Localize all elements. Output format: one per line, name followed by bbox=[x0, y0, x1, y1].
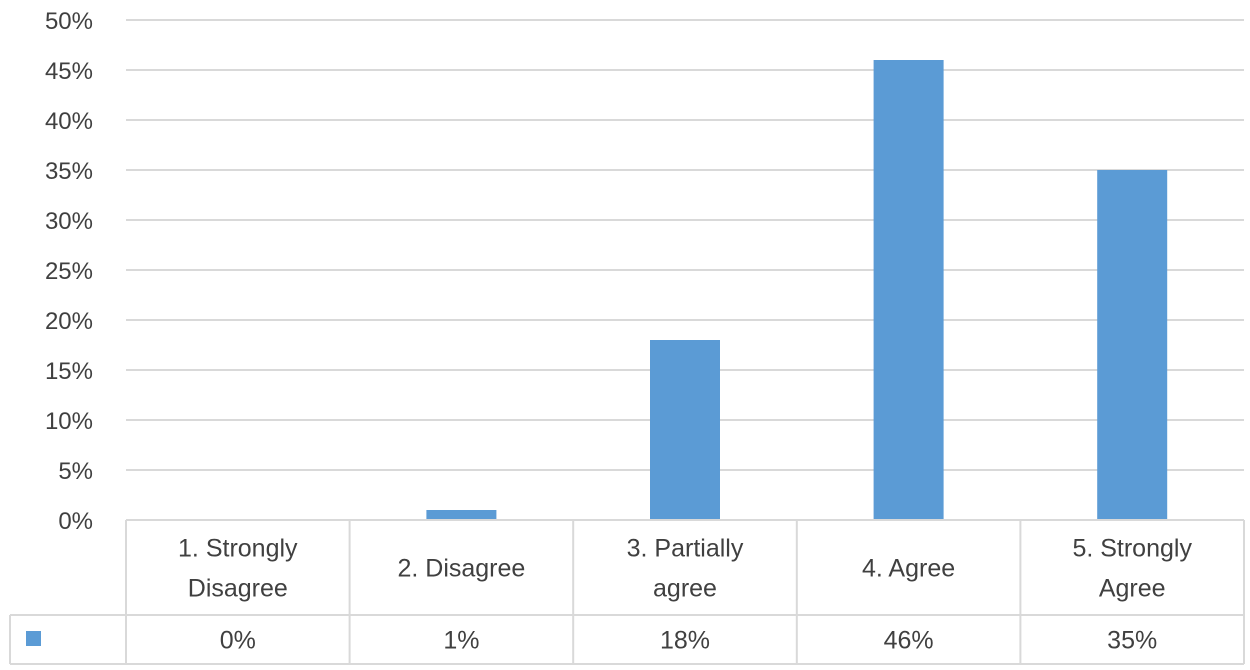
y-tick-label: 50% bbox=[45, 8, 93, 35]
y-tick-label: 30% bbox=[45, 208, 93, 235]
category-label: 1. Strongly bbox=[178, 535, 298, 563]
value-label: 35% bbox=[1107, 627, 1157, 655]
category-label: Agree bbox=[1099, 575, 1166, 603]
y-tick-label: 35% bbox=[45, 158, 93, 185]
value-label: 46% bbox=[884, 627, 934, 655]
category-label: 2. Disagree bbox=[397, 555, 525, 583]
category-label: 3. Partially bbox=[627, 535, 744, 563]
gridlines bbox=[126, 19, 1244, 471]
y-tick-label: 40% bbox=[45, 108, 93, 135]
bars bbox=[426, 60, 1168, 520]
bar bbox=[1097, 170, 1168, 520]
category-label: agree bbox=[653, 575, 717, 603]
bar bbox=[873, 60, 944, 520]
category-label: 5. Strongly bbox=[1072, 535, 1192, 563]
y-tick-label: 5% bbox=[58, 458, 93, 485]
y-axis: 0% 5% 10% 15% 20% 25% 30% 35% 40% 45% 50% bbox=[45, 8, 93, 535]
y-tick-label: 10% bbox=[45, 408, 93, 435]
bar bbox=[650, 340, 720, 520]
value-label: 18% bbox=[660, 627, 710, 655]
bar bbox=[426, 510, 497, 520]
legend-key bbox=[26, 631, 41, 646]
y-tick-label: 15% bbox=[45, 358, 93, 385]
y-tick-label: 45% bbox=[45, 58, 93, 85]
value-label: 0% bbox=[220, 627, 256, 655]
category-label: 4. Agree bbox=[862, 555, 955, 583]
y-tick-label: 25% bbox=[45, 258, 93, 285]
y-tick-label: 0% bbox=[58, 508, 93, 535]
value-label: 1% bbox=[443, 627, 479, 655]
y-tick-label: 20% bbox=[45, 308, 93, 335]
data-table: 1. Strongly Disagree 2. Disagree 3. Partial… bbox=[9, 519, 1245, 665]
category-label: Disagree bbox=[188, 575, 288, 603]
